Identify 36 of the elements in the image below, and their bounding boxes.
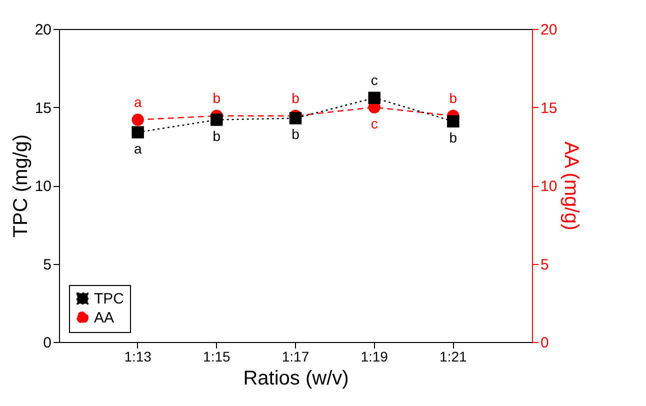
y2-tick-label: 15 [540, 100, 558, 117]
point [447, 115, 460, 128]
legend-label: TPC [94, 290, 124, 308]
data-label: a [134, 94, 142, 110]
y-tick-label: 5 [43, 256, 52, 274]
point [368, 92, 380, 104]
y-tick-label: 15 [34, 100, 52, 117]
data-label: b [292, 90, 300, 106]
data-label: c [370, 72, 378, 88]
x-tick-label: 1:17 [282, 348, 310, 364]
y2-axis-title: AA (mg/g) [560, 142, 582, 230]
y-tick-label: 0 [43, 334, 52, 352]
legend-label: AA [94, 310, 114, 326]
data-label: b [449, 90, 458, 106]
x-tick-label: 1:15 [203, 348, 231, 364]
data-label: a [134, 140, 142, 156]
y2-tick-label: 5 [540, 256, 549, 274]
point [132, 126, 144, 138]
y2-tick-label: 0 [540, 334, 549, 352]
data-label: b [212, 128, 221, 144]
x-tick-label: 1:19 [360, 348, 388, 364]
y2-tick-label: 10 [540, 178, 558, 195]
x-tick-label: 1:21 [440, 348, 468, 364]
data-label: b [292, 126, 300, 142]
y-axis-title: TPC (mg/g) [10, 134, 32, 238]
point [210, 114, 223, 126]
data-label: b [449, 129, 458, 146]
y-tick-label: 10 [34, 178, 52, 195]
y-tick-label: 20 [34, 22, 52, 38]
point [289, 112, 302, 124]
data-label: c [370, 115, 378, 132]
y2-tick-label: 20 [540, 22, 558, 38]
x-tick-label: 1:13 [124, 348, 152, 364]
point [132, 114, 144, 126]
data-label: b [212, 90, 221, 106]
x-axis-title: Ratios (w/v) [243, 368, 349, 390]
